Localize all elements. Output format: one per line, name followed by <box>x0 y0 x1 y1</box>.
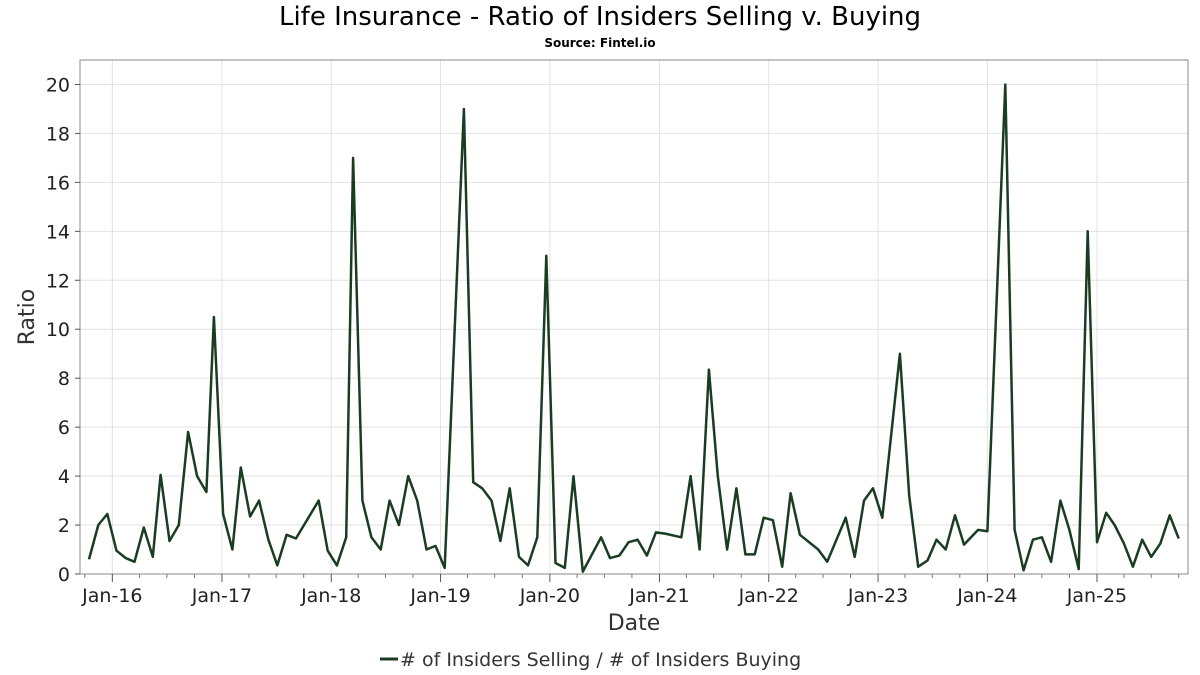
series-line-0 <box>87 83 1180 573</box>
x-tick-label: Jan-17 <box>191 585 252 607</box>
x-tick-label: Jan-23 <box>847 585 908 607</box>
y-tick-label: 4 <box>58 466 70 488</box>
y-tick-label: 10 <box>46 319 70 341</box>
y-axis-title: Ratio <box>15 289 40 345</box>
y-tick-label: 12 <box>46 270 70 292</box>
x-tick-label: Jan-24 <box>956 585 1017 607</box>
y-tick-label: 0 <box>58 564 70 586</box>
x-axis-title: Date <box>608 611 661 636</box>
x-tick-label: Jan-16 <box>81 585 142 607</box>
chart-title: Life Insurance - Ratio of Insiders Selli… <box>278 2 922 32</box>
legend: # of Insiders Selling / # of Insiders Bu… <box>380 649 801 671</box>
x-tick-label: Jan-18 <box>300 585 361 607</box>
x-tick-label: Jan-20 <box>519 585 580 607</box>
x-tick-label: Jan-22 <box>738 585 799 607</box>
y-tick-label: 8 <box>58 368 70 390</box>
y-tick-label: 20 <box>46 74 70 96</box>
y-tick-label: 16 <box>46 172 70 194</box>
x-tick-label: Jan-25 <box>1066 585 1127 607</box>
plot-area <box>79 59 1189 575</box>
y-tick-label: 18 <box>46 123 70 145</box>
series-layer <box>87 83 1180 573</box>
y-tick-label: 2 <box>58 515 70 537</box>
legend-label: # of Insiders Selling / # of Insiders Bu… <box>400 649 801 671</box>
x-tick-label: Jan-21 <box>628 585 689 607</box>
x-tick-label: Jan-19 <box>409 585 470 607</box>
y-tick-label: 6 <box>58 417 70 439</box>
y-tick-label: 14 <box>46 221 70 243</box>
tick-layer: 0 2 4 6 8 10 12 14 16 18 20 Jan-16 Jan-17 Jan-18 Jan-1… <box>46 74 1180 607</box>
chart-subtitle: Source: Fintel.io <box>544 36 656 50</box>
